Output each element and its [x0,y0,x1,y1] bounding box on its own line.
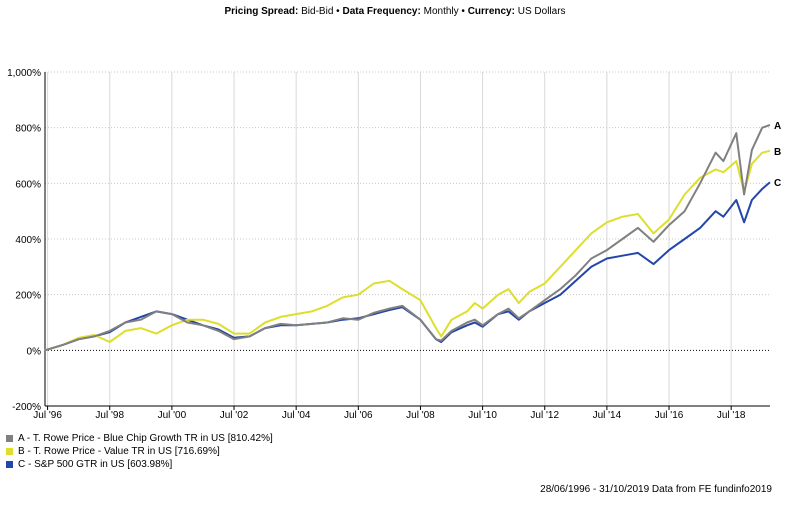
x-tick-label: Jul '98 [95,410,124,421]
separator: • [336,6,340,17]
x-tick-label: Jul '10 [468,410,497,421]
frequency-label: Data Frequency: [342,6,421,17]
y-tick-label: 0% [27,346,42,357]
legend-label: C - S&P 500 GTR in US [603.98%] [18,459,173,470]
y-tick-label: 800% [15,124,41,135]
x-tick-label: Jul '14 [593,410,622,421]
legend-label: B - T. Rowe Price - Value TR in US [716.… [18,446,220,457]
spread-value: Bid-Bid [301,6,334,17]
frequency-value: Monthly [423,6,459,17]
legend-label: A - T. Rowe Price - Blue Chip Growth TR … [18,433,273,444]
legend-swatch [6,461,13,468]
legend-swatch [6,448,13,455]
legend-item: B - T. Rowe Price - Value TR in US [716.… [6,445,273,458]
separator: • [461,6,465,17]
y-tick-label: 600% [15,179,41,190]
y-tick-label: 400% [15,235,41,246]
series-line-c [44,181,771,352]
x-tick-label: Jul '08 [406,410,435,421]
x-tick-label: Jul '16 [655,410,684,421]
series-end-label-b: B [774,147,781,158]
x-tick-label: Jul '02 [220,410,249,421]
series-line-a [44,123,771,352]
date-range-footer: 28/06/1996 - 31/10/2019 Data from FE fun… [540,484,772,495]
y-tick-label: -200% [12,402,41,413]
spread-label: Pricing Spread: [224,6,299,17]
legend-swatch [6,435,13,442]
x-tick-label: Jul '06 [344,410,373,421]
series-end-label-c: C [774,178,781,189]
legend: A - T. Rowe Price - Blue Chip Growth TR … [6,432,273,471]
x-tick-label: Jul '00 [158,410,187,421]
currency-label: Currency: [467,6,515,17]
y-tick-label: 200% [15,291,41,302]
x-tick-label: Jul '04 [282,410,311,421]
legend-item: A - T. Rowe Price - Blue Chip Growth TR … [6,432,273,445]
series-end-label-a: A [774,121,781,132]
x-tick-label: Jul '96 [33,410,62,421]
currency-value: US Dollars [517,6,566,17]
x-tick-label: Jul '18 [717,410,746,421]
y-tick-label: 1,000% [7,68,41,79]
series-line-b [44,149,771,352]
legend-item: C - S&P 500 GTR in US [603.98%] [6,458,273,471]
chart-header: Pricing Spread: Bid-Bid • Data Frequency… [0,6,790,17]
line-chart: Jul '96 Jul '98 Jul '00 Jul '02 Jul '04 Jul '… [7,68,781,421]
x-tick-label: Jul '12 [530,410,559,421]
